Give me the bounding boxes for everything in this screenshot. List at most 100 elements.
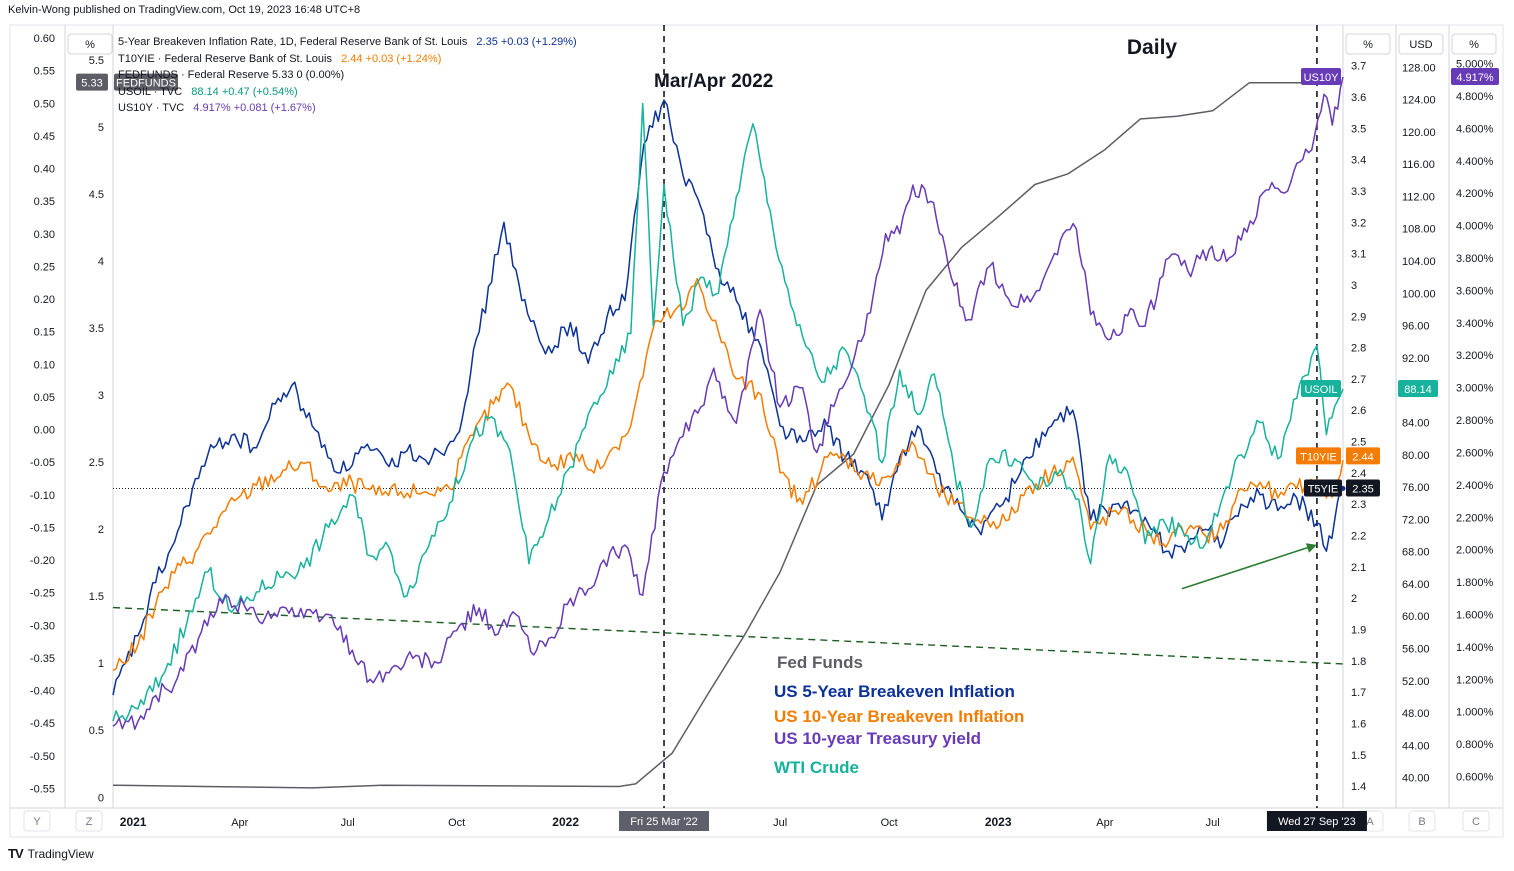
fedfunds-name-badge[interactable] [114, 73, 178, 91]
right_a_breakeven-tick-label: 2.3 [1351, 499, 1366, 511]
right_c_us10y-tick-label: 2.800% [1456, 415, 1494, 427]
crosshair-date-badge-1 [619, 811, 710, 831]
usoil-value-badge[interactable] [1398, 380, 1438, 398]
t10yie-value-badge[interactable] [1346, 447, 1380, 465]
us10y-value-badge[interactable] [1451, 68, 1499, 86]
left-outer-tick-label: 0.60 [34, 33, 55, 45]
right_c_us10y-tick-label: 0.800% [1456, 739, 1494, 751]
right_a_breakeven-tick-label: 2 [1351, 593, 1357, 605]
chart-border [9, 24, 1504, 838]
legend-row-fedfunds[interactable]: FEDFUNDS · Federal Reserve 5.33 0 (0.00%… [118, 67, 577, 84]
right_a_breakeven-tick-label: 3.3 [1351, 186, 1366, 198]
right_a_breakeven-tick-label: 2.2 [1351, 531, 1366, 543]
crosshair-date-text-2: Wed 27 Sep '23 [1278, 816, 1356, 828]
us10y-label: US 10-year Treasury yield [774, 729, 981, 748]
fedfunds-value-badge[interactable] [76, 73, 108, 91]
right_b_usoil-tick-label: 80.00 [1402, 450, 1430, 462]
t10yie-name-badge-text: T10YIE [1300, 451, 1337, 463]
tradingview-logo[interactable]: TV TradingView [8, 846, 94, 861]
us10y-value-badge-text: 4.917% [1456, 72, 1494, 84]
y-axis-button[interactable] [23, 810, 51, 832]
right_c_us10y-tick-label: 1.800% [1456, 577, 1494, 589]
z-axis-button[interactable] [75, 810, 103, 832]
right_b_usoil-tick-label: 68.00 [1402, 547, 1430, 559]
daily-label: Daily [1127, 36, 1178, 59]
left-scale-header[interactable] [67, 33, 113, 55]
left-outer-tick-label: -0.50 [30, 751, 55, 763]
scale-c-header-label: % [1469, 39, 1479, 51]
left-scale-header-label: % [85, 39, 95, 51]
fedfunds-tick-label: 4 [98, 256, 104, 268]
x-tick-label: 2023 [985, 815, 1012, 829]
legend-row-usoil[interactable]: USOIL · TVC 88.14 +0.47 (+0.54%) [118, 84, 577, 101]
right_a_breakeven-tick-label: 1.8 [1351, 656, 1366, 668]
fedfunds-name-badge-text: FEDFUNDS [116, 78, 176, 90]
series-line[interactable] [112, 99, 1344, 696]
left-outer-tick-label: -0.40 [30, 686, 55, 698]
right_b_usoil-tick-label: 96.00 [1402, 321, 1430, 333]
series-line[interactable] [112, 277, 1344, 671]
series-line[interactable] [112, 76, 1344, 730]
series-line[interactable] [112, 81, 1303, 789]
higher-lows-arrow-head [1305, 543, 1317, 553]
x-tick-label: Jul [1206, 817, 1220, 829]
legend-name: US10Y · TVC [118, 102, 185, 114]
t5yie-name-badge[interactable] [1304, 479, 1342, 497]
x-tick-label: Oct [448, 817, 465, 829]
right_b_usoil-tick-label: 116.00 [1402, 159, 1435, 171]
t10yie-name-badge[interactable] [1296, 447, 1341, 465]
right_b_usoil-tick-label: 100.00 [1402, 288, 1436, 300]
fedfunds-tick-label: 0 [98, 792, 104, 804]
right_a_breakeven-tick-label: 2.1 [1351, 562, 1366, 574]
right_c_us10y-tick-label: 3.000% [1456, 383, 1494, 395]
fedfunds-tick-label: 1.5 [89, 591, 104, 603]
b-axis-button-label: B [1418, 816, 1425, 828]
legend-row-10y-breakeven[interactable]: T10YIE · Federal Reserve Bank of St. Lou… [118, 51, 577, 68]
right_b_usoil-tick-label: 108.00 [1402, 224, 1436, 236]
right_a_breakeven-tick-label: 3.2 [1351, 217, 1366, 229]
scale-a-header-label: % [1363, 39, 1373, 51]
legend-row-5y-breakeven[interactable]: 5-Year Breakeven Inflation Rate, 1D, Fed… [118, 34, 577, 51]
series-line[interactable] [112, 102, 1344, 722]
t5yie-value-badge-text: 2.35 [1352, 484, 1373, 496]
right_c_us10y-tick-label: 5.000% [1456, 59, 1494, 71]
scale-c-header[interactable] [1451, 33, 1497, 55]
right_a_breakeven-tick-label: 2.7 [1351, 374, 1366, 386]
right_c_us10y-tick-label: 1.400% [1456, 642, 1494, 654]
legend-values: 2.44 +0.03 (+1.24%) [341, 52, 442, 65]
right_a_breakeven-tick-label: 2.6 [1351, 405, 1366, 417]
mar-apr-2022-label: Mar/Apr 2022 [654, 71, 773, 92]
right_b_usoil-tick-label: 128.00 [1402, 62, 1436, 74]
legend-row-us10y[interactable]: US10Y · TVC 4.917% +0.081 (+1.67%) [118, 100, 577, 117]
b-axis-button[interactable] [1408, 810, 1436, 832]
right_a_breakeven-tick-label: 3.7 [1351, 61, 1366, 73]
right_b_usoil-tick-label: 44.00 [1402, 740, 1430, 752]
crosshair-date-badge-2 [1266, 811, 1367, 831]
scale-b-header[interactable] [1398, 33, 1444, 55]
usoil-name-badge[interactable] [1301, 380, 1341, 398]
fedfunds-tick-label: 4.5 [89, 189, 104, 201]
left-outer-tick-label: -0.10 [30, 490, 55, 502]
t5yie-value-badge[interactable] [1346, 479, 1380, 497]
right_b_usoil-tick-label: 64.00 [1402, 579, 1430, 591]
c-axis-button[interactable] [1462, 810, 1490, 832]
right_b_usoil-tick-label: 56.00 [1402, 643, 1430, 655]
c-axis-button-label: C [1472, 816, 1480, 828]
right_b_usoil-tick-label: 48.00 [1402, 708, 1430, 720]
left-outer-tick-label: 0.50 [34, 98, 55, 110]
legend-name: 5-Year Breakeven Inflation Rate, 1D, Fed… [118, 36, 468, 48]
scale-a-header[interactable] [1345, 33, 1391, 55]
left-outer-tick-label: 0.00 [34, 425, 55, 437]
right_b_usoil-tick-label: 72.00 [1402, 514, 1430, 526]
right_c_us10y-tick-label: 4.400% [1456, 156, 1494, 168]
right_a_breakeven-tick-label: 2.5 [1351, 437, 1366, 449]
us10y-name-badge-text: US10Y [1304, 72, 1340, 84]
left-outer-tick-label: -0.35 [30, 653, 55, 665]
left-outer-tick-label: 0.45 [34, 131, 55, 143]
right_b_usoil-tick-label: 104.00 [1402, 256, 1436, 268]
us10y-name-badge[interactable] [1301, 68, 1341, 86]
wti-label: WTI Crude [774, 758, 859, 777]
right_c_us10y-tick-label: 3.600% [1456, 285, 1494, 297]
left-outer-tick-label: -0.15 [30, 522, 55, 534]
